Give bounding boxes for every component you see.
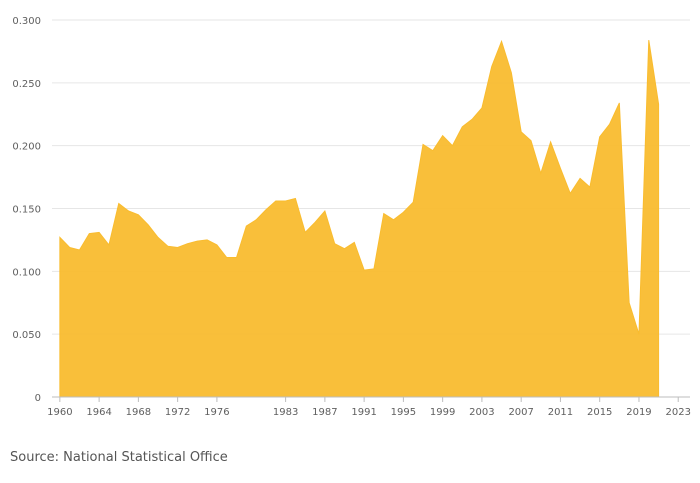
y-tick-label: 0.100 (12, 267, 41, 278)
y-axis: 0 0.050 0.100 0.150 0.200 0.250 0.300 (12, 16, 41, 404)
x-tick-label: 1976 (204, 407, 229, 418)
x-tick-label: 2023 (665, 407, 690, 418)
x-tick-label: 1999 (430, 407, 455, 418)
y-tick-label: 0 (35, 393, 41, 404)
x-tick-label: 1983 (273, 407, 298, 418)
x-tick-label: 2011 (548, 407, 573, 418)
x-tick-label: 2003 (469, 407, 494, 418)
area-series (59, 39, 660, 398)
y-tick-label: 0.300 (12, 16, 41, 27)
y-tick-label: 0.200 (12, 142, 41, 153)
x-tick-label: 1964 (86, 407, 111, 418)
x-tick-label: 1995 (391, 407, 416, 418)
x-tick-label: 2007 (508, 407, 533, 418)
source-note: Source: National Statistical Office (10, 450, 228, 465)
y-tick-label: 0.050 (12, 330, 41, 341)
series-area (59, 39, 660, 398)
y-tick-label: 0.250 (12, 79, 41, 90)
y-tick-label: 0.150 (12, 205, 41, 216)
x-axis: 1960 1964 1968 1972 1976 1983 1987 1991 1995 1999… (47, 396, 691, 418)
x-tick-label: 1987 (312, 407, 337, 418)
x-tick-label: 1991 (351, 407, 376, 418)
x-tick-label: 2015 (587, 407, 612, 418)
x-tick-label: 1968 (126, 407, 151, 418)
x-tick-label: 1972 (165, 407, 190, 418)
x-tick-label: 2019 (626, 407, 651, 418)
x-tick-label: 1960 (47, 407, 72, 418)
